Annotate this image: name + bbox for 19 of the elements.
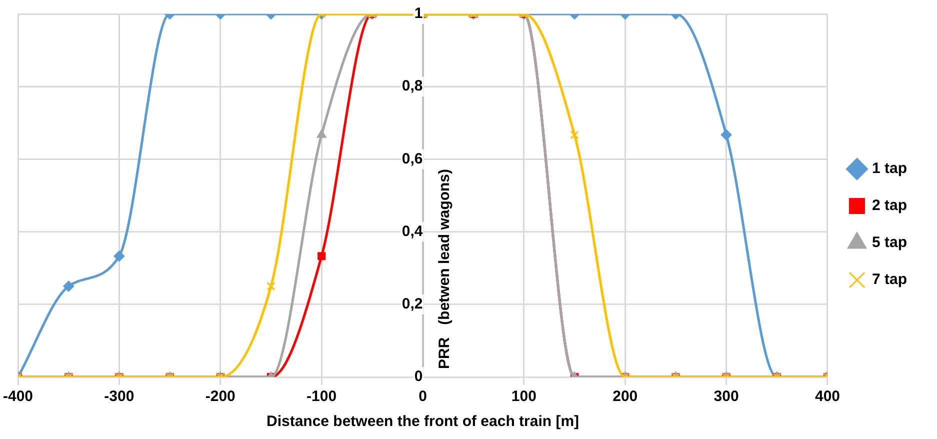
y-axis-title: PRR (betwen lead wagons) xyxy=(436,168,453,369)
legend-label: 1 tap xyxy=(872,160,908,178)
x-tick-label: 400 xyxy=(814,388,840,406)
x-axis-title: Distance between the front of each train [m] xyxy=(266,413,580,430)
legend-label: 2 tap xyxy=(872,197,908,214)
y-tick-label: 0,4 xyxy=(402,222,424,240)
y-tick-label: 0 xyxy=(414,368,423,386)
x-tick-label: -300 xyxy=(104,388,134,406)
legend-label: 5 tap xyxy=(872,234,908,252)
x-tick-label: -200 xyxy=(205,388,236,406)
x-tick-label: 200 xyxy=(612,388,638,406)
y-tick-label: 0,6 xyxy=(402,150,423,168)
y-tick-label: 0,8 xyxy=(402,78,423,95)
x-tick-label: -400 xyxy=(2,388,34,406)
x-tick-label: 100 xyxy=(511,388,536,406)
y-tick-label: 0,2 xyxy=(402,296,423,313)
legend-label: 7 tap xyxy=(872,271,908,288)
x-tick-label: 300 xyxy=(714,388,739,406)
x-tick-label: -100 xyxy=(306,388,337,406)
